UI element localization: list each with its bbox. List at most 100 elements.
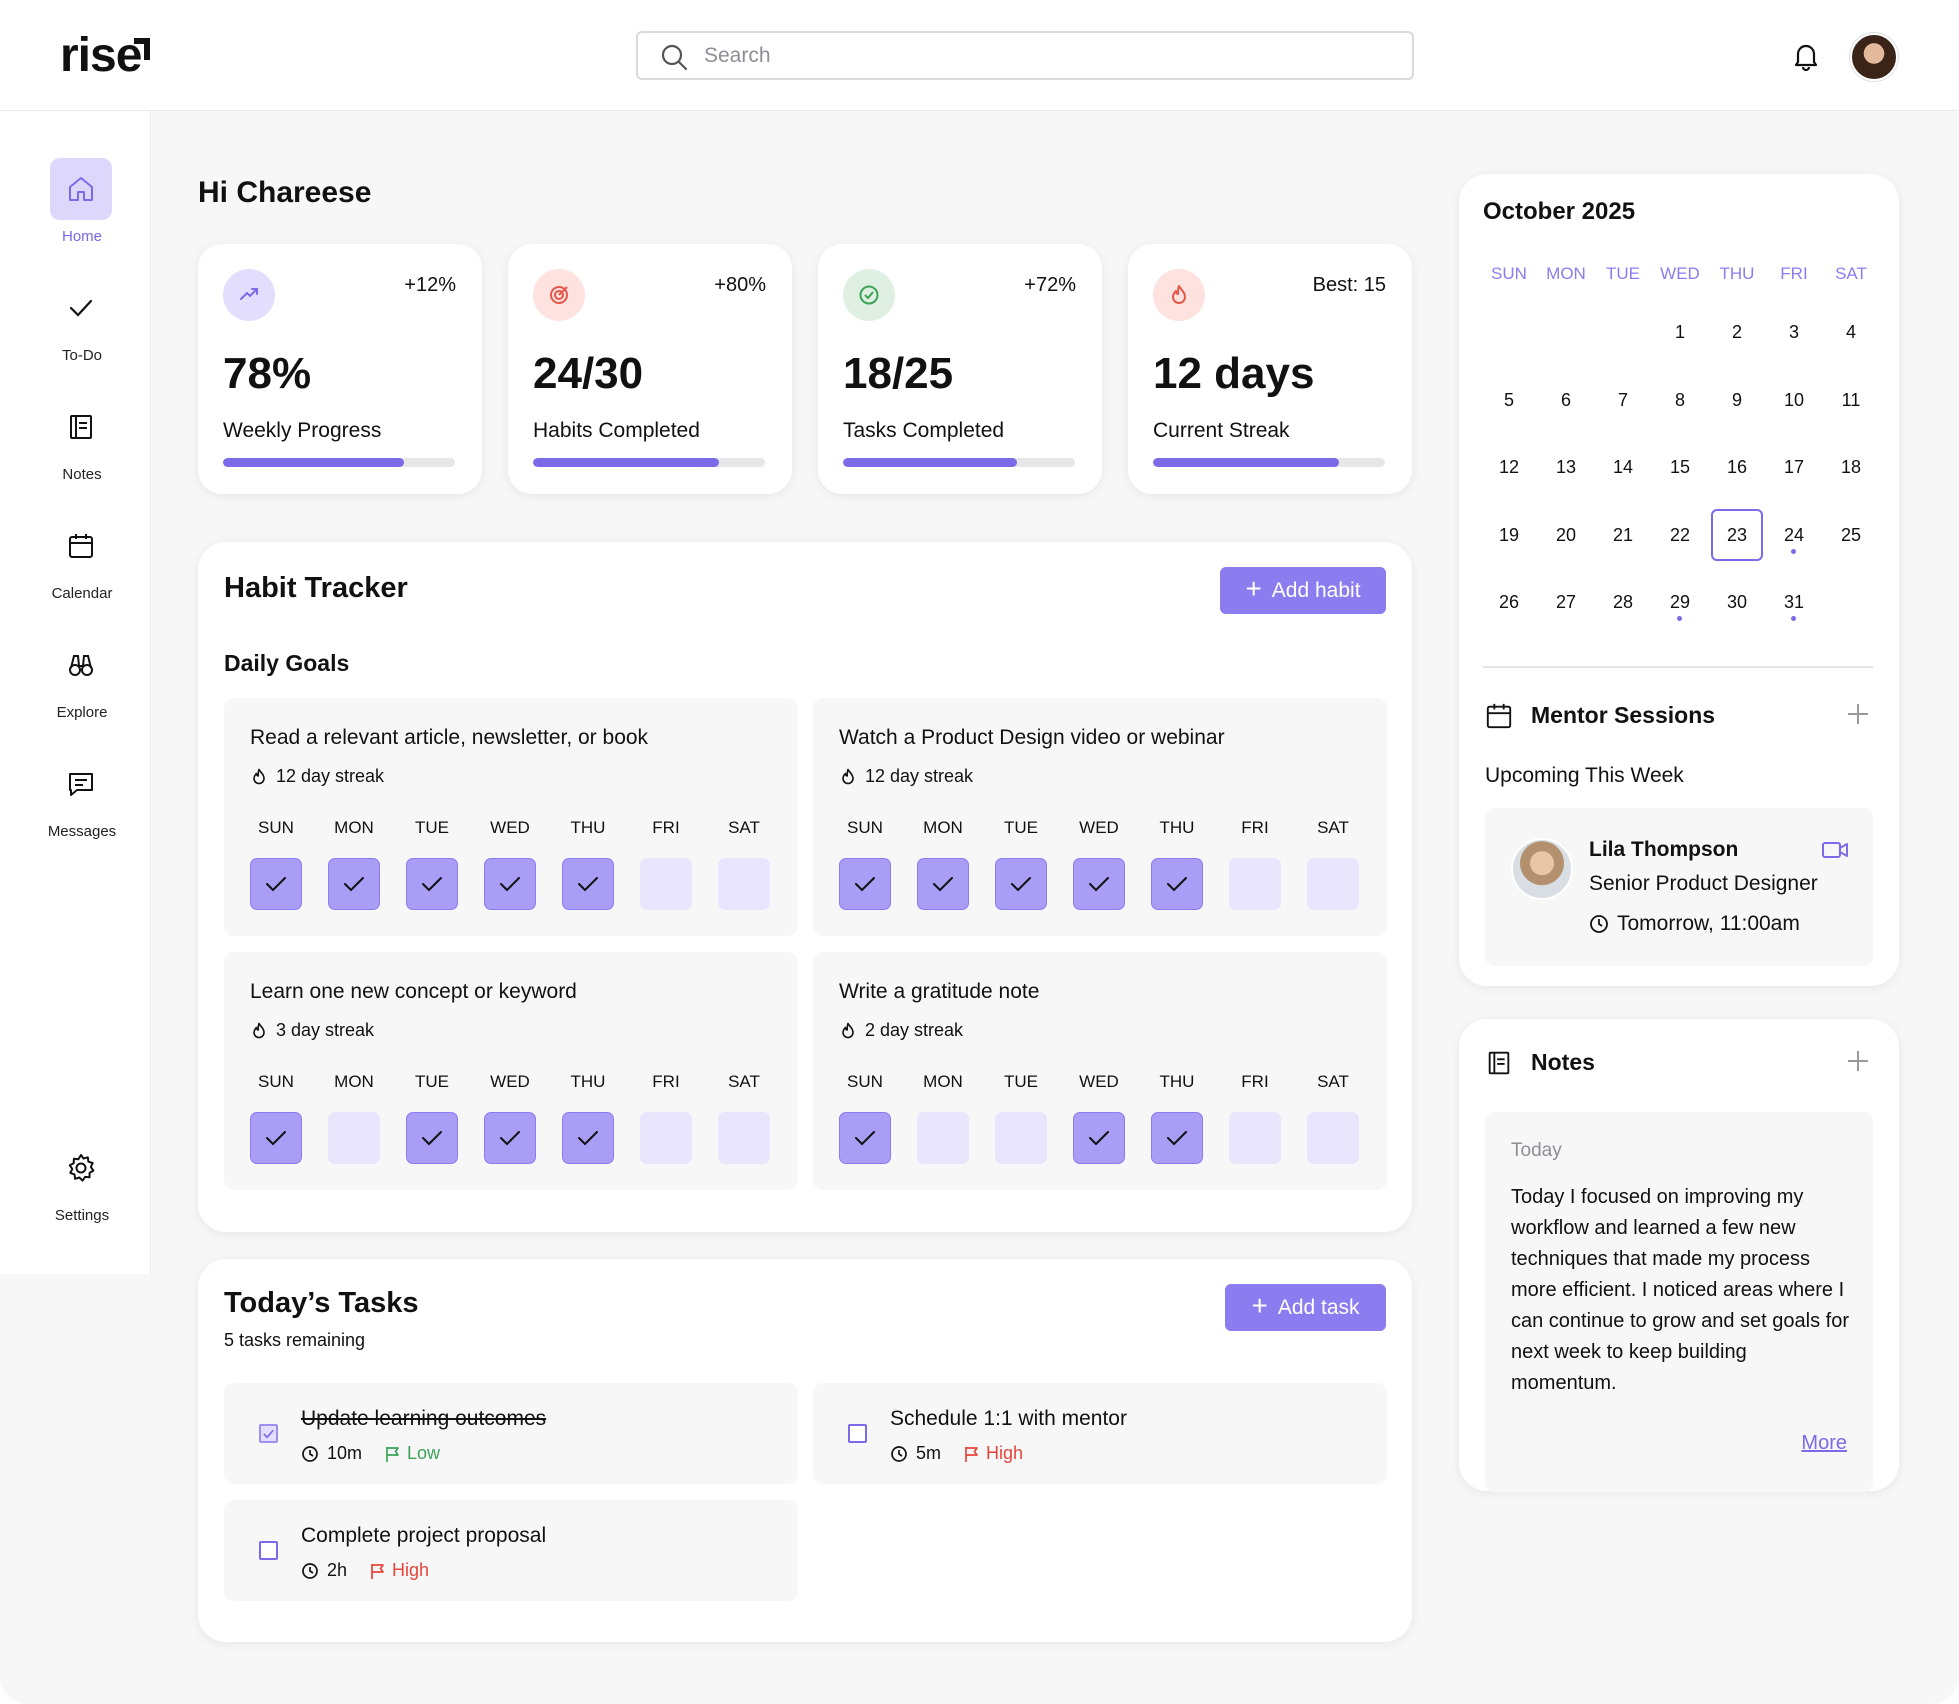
check-circle-icon-wrap (843, 269, 895, 321)
calendar-day[interactable]: 7 (1597, 374, 1649, 426)
habit-day-checkbox[interactable] (328, 858, 380, 910)
habit-day-checkbox[interactable] (562, 858, 614, 910)
add-note-button[interactable] (1844, 1047, 1872, 1075)
habit-day-checkbox[interactable] (917, 1112, 969, 1164)
bell-icon[interactable] (1791, 40, 1821, 72)
habit-day-checkbox[interactable] (562, 1112, 614, 1164)
task-meta: 5m High (890, 1443, 1023, 1464)
calendar-day[interactable]: 1 (1654, 306, 1706, 358)
add-mentor-session-button[interactable] (1844, 700, 1872, 728)
habit-day-checkbox[interactable] (406, 858, 458, 910)
calendar-weekday: FRI (1780, 264, 1808, 283)
calendar-day[interactable]: 2 (1711, 306, 1763, 358)
habit-day-checkbox[interactable] (1307, 1112, 1359, 1164)
calendar-day[interactable]: 25 (1825, 509, 1877, 561)
calendar-day[interactable]: 8 (1654, 374, 1706, 426)
add-habit-button[interactable]: + Add habit (1220, 567, 1386, 614)
habit-day-checkbox[interactable] (640, 858, 692, 910)
day-label: MON (923, 1072, 963, 1091)
calendar-day[interactable]: 16 (1711, 441, 1763, 493)
add-task-button[interactable]: + Add task (1225, 1284, 1386, 1331)
calendar-day[interactable]: 29 (1654, 576, 1706, 628)
calendar-day[interactable]: 30 (1711, 576, 1763, 628)
calendar-day[interactable]: 3 (1768, 306, 1820, 358)
habit-day-checkbox[interactable] (995, 1112, 1047, 1164)
day-label: SUN (258, 1072, 294, 1091)
calendar-day[interactable]: 4 (1825, 306, 1877, 358)
calendar-day[interactable]: 13 (1540, 441, 1592, 493)
task-checkbox[interactable] (848, 1424, 867, 1443)
stat-label: Tasks Completed (843, 419, 1005, 442)
calendar-day[interactable]: 17 (1768, 441, 1820, 493)
note-more-link[interactable]: More (1801, 1432, 1847, 1454)
calendar-day[interactable]: 31 (1768, 576, 1820, 628)
calendar-day[interactable]: 11 (1825, 374, 1877, 426)
calendar-day-label: 12 (1498, 457, 1520, 477)
flag-icon (386, 1446, 399, 1462)
calendar-day[interactable]: 10 (1768, 374, 1820, 426)
calendar-day[interactable]: 18 (1825, 441, 1877, 493)
upcoming-label: Upcoming This Week (1485, 764, 1684, 787)
calendar-day[interactable]: 22 (1654, 509, 1706, 561)
sidebar-item-home[interactable]: Home (0, 158, 151, 258)
habit-day-checkbox[interactable] (839, 858, 891, 910)
calendar-day[interactable]: 24 (1768, 509, 1820, 561)
habit-day-checkbox[interactable] (995, 858, 1047, 910)
calendar-icon (69, 534, 93, 558)
day-label: SUN (258, 818, 294, 837)
sidebar-item-todo[interactable]: To-Do (0, 277, 151, 377)
calendar-day[interactable]: 12 (1483, 441, 1535, 493)
habit-day-checkbox[interactable] (484, 1112, 536, 1164)
habit-day-checkbox[interactable] (1229, 858, 1281, 910)
task-checkbox[interactable] (259, 1424, 278, 1443)
calendar-day[interactable]: 21 (1597, 509, 1649, 561)
habit-day-checkbox[interactable] (718, 1112, 770, 1164)
task-checkbox[interactable] (259, 1541, 278, 1560)
habit-day-checkbox[interactable] (1073, 1112, 1125, 1164)
sidebar-item-settings[interactable]: Settings (0, 1137, 151, 1237)
calendar-day[interactable]: 5 (1483, 374, 1535, 426)
habit-day-checkbox[interactable] (250, 858, 302, 910)
sidebar-item-notes[interactable]: Notes (0, 396, 151, 496)
note-card[interactable]: Today Today I focused on improving my wo… (1485, 1112, 1873, 1492)
calendar-day[interactable]: 19 (1483, 509, 1535, 561)
calendar-day[interactable]: 23 (1711, 508, 1763, 561)
habit-streak: 3 day streak (250, 1020, 374, 1041)
habit-day-checkbox[interactable] (1151, 858, 1203, 910)
habit-day-checkbox[interactable] (917, 858, 969, 910)
habit-day-checkbox[interactable] (1073, 858, 1125, 910)
video-icon[interactable] (1821, 840, 1849, 860)
habit-day-checkbox[interactable] (250, 1112, 302, 1164)
habit-day: WED (484, 818, 536, 910)
logo[interactable]: rise (60, 29, 142, 82)
sidebar-item-calendar[interactable]: Calendar (0, 515, 151, 615)
sidebar-item-label: Settings (54, 1207, 110, 1224)
search-bar[interactable] (636, 31, 1414, 80)
habit-day: WED (484, 1072, 536, 1164)
habit-day-checkbox[interactable] (1151, 1112, 1203, 1164)
habit-day: MON (917, 818, 969, 910)
sidebar-item-explore[interactable]: Explore (0, 634, 151, 734)
habit-day-checkbox[interactable] (1229, 1112, 1281, 1164)
calendar-day[interactable]: 20 (1540, 509, 1592, 561)
user-avatar[interactable] (1850, 33, 1898, 81)
habit-day-checkbox[interactable] (640, 1112, 692, 1164)
habit-day-checkbox[interactable] (718, 858, 770, 910)
habit-day-checkbox[interactable] (839, 1112, 891, 1164)
check-icon (500, 1131, 520, 1146)
calendar-day[interactable]: 14 (1597, 441, 1649, 493)
calendar-day[interactable]: 9 (1711, 374, 1763, 426)
calendar-day[interactable]: 28 (1597, 576, 1649, 628)
habit-day-checkbox[interactable] (406, 1112, 458, 1164)
mentor-session-card[interactable]: Lila Thompson Senior Product Designer To… (1485, 808, 1873, 966)
habit-day-checkbox[interactable] (328, 1112, 380, 1164)
habit-day-checkbox[interactable] (1307, 858, 1359, 910)
search-input[interactable] (704, 41, 1384, 71)
habit-day-checkbox[interactable] (484, 858, 536, 910)
calendar-day[interactable]: 27 (1540, 576, 1592, 628)
calendar-day[interactable]: 26 (1483, 576, 1535, 628)
calendar-day[interactable]: 15 (1654, 441, 1706, 493)
calendar-day[interactable]: 6 (1540, 374, 1592, 426)
sidebar-item-messages[interactable]: Messages (0, 753, 151, 853)
